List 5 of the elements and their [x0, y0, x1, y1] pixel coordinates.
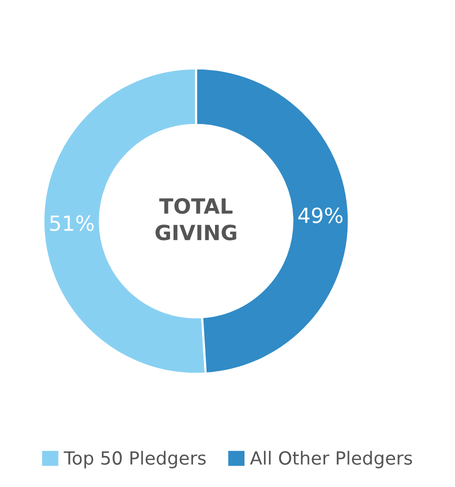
- legend-label: All Other Pledgers: [250, 450, 412, 468]
- text: TOTAL GIVING: [156, 198, 236, 240]
- data-label: 49%: [298, 207, 343, 224]
- data-label: 51%: [50, 215, 94, 232]
- legend-label: Top 50 Pledgers: [64, 450, 206, 468]
